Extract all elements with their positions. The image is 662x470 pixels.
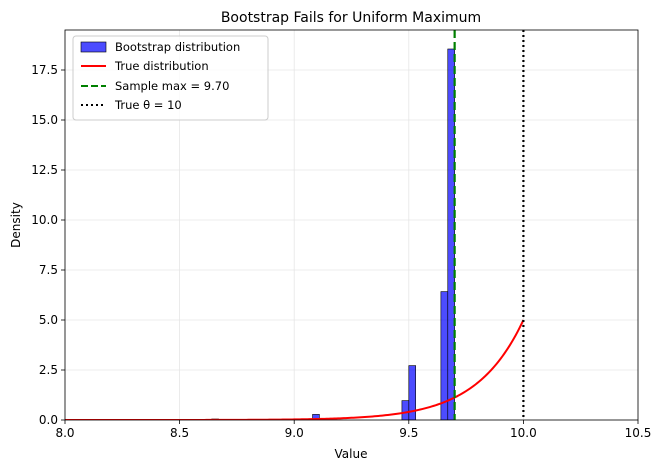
y-tick-label: 5.0: [39, 313, 58, 327]
legend-label-sample-max: Sample max = 9.70: [115, 79, 229, 93]
y-tick-label: 12.5: [31, 163, 58, 177]
x-tick-label: 9.0: [285, 426, 304, 440]
y-tick-label: 10.0: [31, 213, 58, 227]
histogram-bar: [401, 400, 410, 420]
y-tick-label: 15.0: [31, 113, 58, 127]
y-axis-ticks: 0.0 2.5 5.0 7.5 10.0 12.5 15.0 17.5: [31, 63, 65, 427]
grid-lines: [64, 30, 639, 421]
histogram-bar: [408, 365, 416, 420]
legend-label-bootstrap: Bootstrap distribution: [115, 40, 240, 54]
plot-area: [65, 30, 525, 420]
x-tick-label: 8.5: [170, 426, 189, 440]
y-tick-label: 2.5: [39, 363, 58, 377]
x-tick-label: 10.5: [625, 426, 652, 440]
legend-swatch-bootstrap: [80, 41, 107, 53]
x-tick-label: 10.0: [510, 426, 537, 440]
chart-title: Bootstrap Fails for Uniform Maximum: [221, 10, 481, 26]
y-tick-label: 0.0: [39, 413, 58, 427]
plot-frame: [64, 29, 639, 421]
x-tick-label: 9.5: [399, 426, 418, 440]
x-tick-label: 8.0: [55, 426, 74, 440]
x-axis-ticks: 8.0 8.5 9.0 9.5 10.0 10.5: [55, 420, 651, 440]
y-tick-label: 7.5: [39, 263, 58, 277]
legend: Bootstrap distribution True distribution…: [72, 35, 269, 121]
legend-box: [72, 35, 269, 121]
x-axis-label: Value: [335, 447, 368, 461]
y-axis-label: Density: [9, 202, 23, 248]
legend-label-true-distribution: True distribution: [114, 59, 209, 73]
y-tick-label: 17.5: [31, 63, 58, 77]
legend-label-true-theta: True θ = 10: [114, 98, 182, 112]
